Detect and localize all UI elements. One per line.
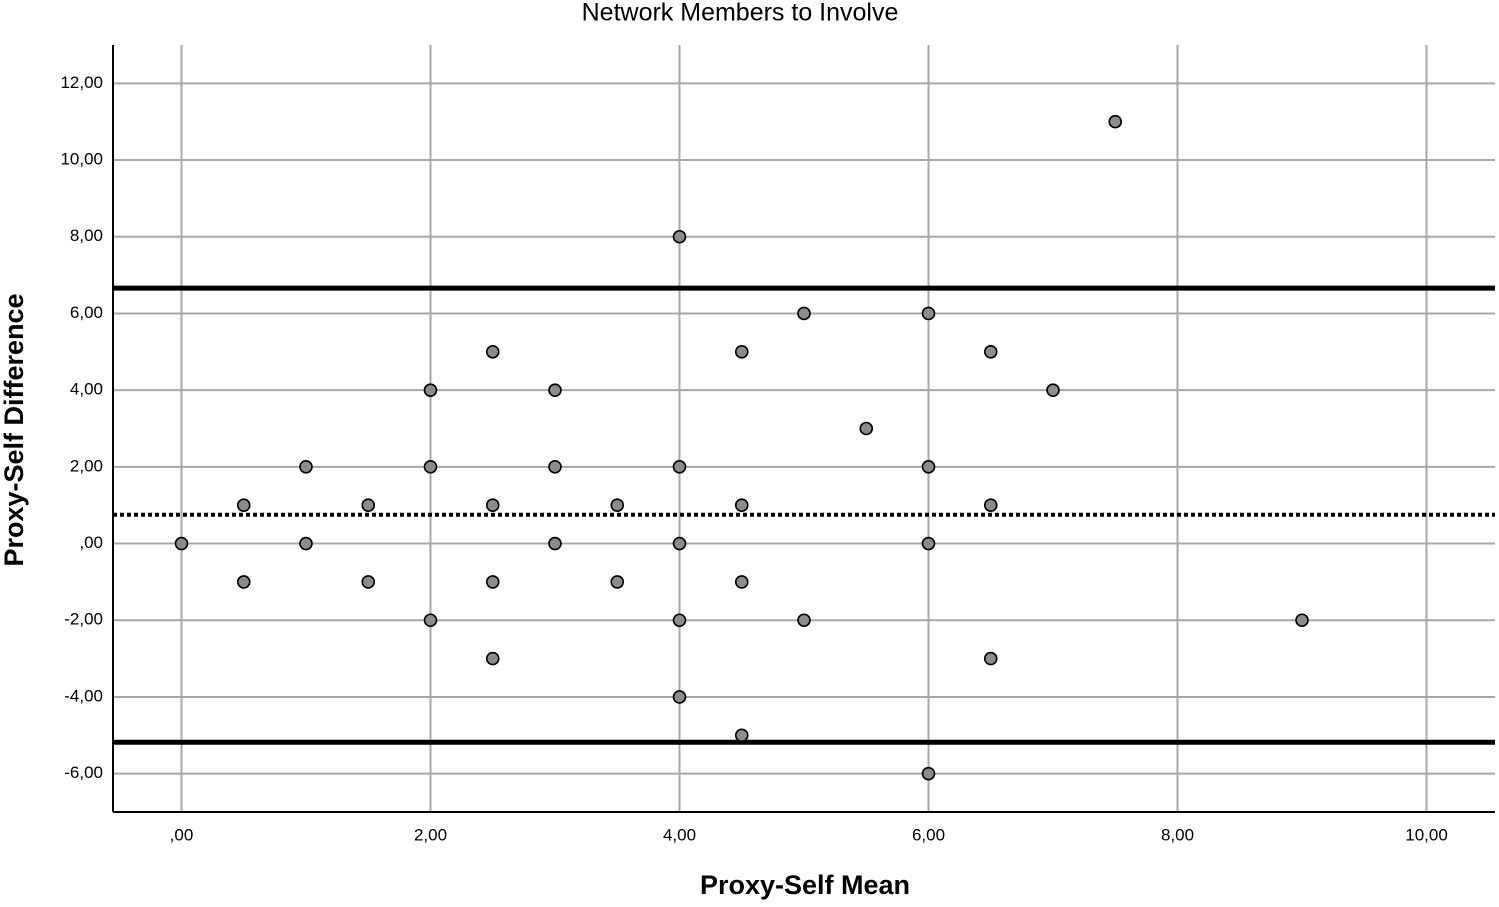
point bbox=[983, 498, 998, 513]
point bbox=[485, 498, 500, 513]
point bbox=[299, 536, 313, 551]
x-axis-label: Proxy-Self Mean bbox=[700, 870, 910, 900]
point bbox=[921, 766, 936, 781]
y-tick-label: 12,00 bbox=[60, 73, 103, 92]
x-tick-label: 8,00 bbox=[1161, 825, 1194, 844]
y-tick-label: ,00 bbox=[79, 533, 103, 552]
point bbox=[361, 498, 376, 513]
chart-title: Network Members to Involve bbox=[582, 0, 899, 27]
point bbox=[423, 613, 438, 628]
point bbox=[921, 536, 936, 551]
point bbox=[672, 536, 687, 551]
point bbox=[361, 575, 376, 589]
point bbox=[610, 575, 625, 589]
point bbox=[983, 651, 998, 666]
point bbox=[423, 460, 438, 474]
point bbox=[548, 460, 562, 474]
y-tick-label: 2,00 bbox=[70, 456, 103, 475]
point bbox=[610, 498, 625, 513]
point bbox=[797, 306, 811, 321]
y-tick-label: -4,00 bbox=[64, 686, 103, 705]
y-tick-label: -6,00 bbox=[64, 763, 103, 782]
point bbox=[734, 344, 749, 359]
x-tick-label: 6,00 bbox=[912, 825, 945, 844]
point bbox=[921, 306, 936, 321]
point bbox=[299, 460, 313, 474]
y-tick-label: 6,00 bbox=[70, 303, 103, 322]
x-tick-label: 4,00 bbox=[663, 825, 696, 844]
point bbox=[423, 383, 438, 397]
point bbox=[734, 728, 749, 743]
point bbox=[797, 613, 811, 628]
point bbox=[672, 229, 687, 244]
point bbox=[236, 498, 251, 513]
point bbox=[485, 651, 500, 666]
point bbox=[1295, 613, 1309, 628]
point bbox=[174, 536, 189, 551]
y-tick-label: 4,00 bbox=[70, 380, 103, 399]
point bbox=[859, 421, 874, 436]
point bbox=[672, 613, 687, 628]
y-tick-label: 8,00 bbox=[70, 226, 103, 245]
y-tick-label: -2,00 bbox=[64, 610, 103, 629]
x-tick-label: 2,00 bbox=[414, 825, 447, 844]
point bbox=[548, 383, 562, 397]
point bbox=[983, 344, 998, 359]
y-tick-label: 10,00 bbox=[60, 150, 103, 169]
y-axis-label: Proxy-Self Difference bbox=[0, 293, 29, 566]
point bbox=[734, 575, 749, 589]
point bbox=[485, 344, 500, 359]
x-tick-label: ,00 bbox=[170, 825, 194, 844]
point bbox=[236, 575, 251, 589]
point bbox=[672, 690, 687, 704]
point bbox=[921, 460, 936, 474]
x-tick-label: 10,00 bbox=[1405, 825, 1448, 844]
point bbox=[1108, 114, 1123, 129]
point bbox=[672, 460, 687, 474]
point bbox=[1046, 383, 1060, 397]
point bbox=[734, 498, 749, 513]
point bbox=[548, 536, 562, 551]
point bbox=[485, 575, 500, 589]
